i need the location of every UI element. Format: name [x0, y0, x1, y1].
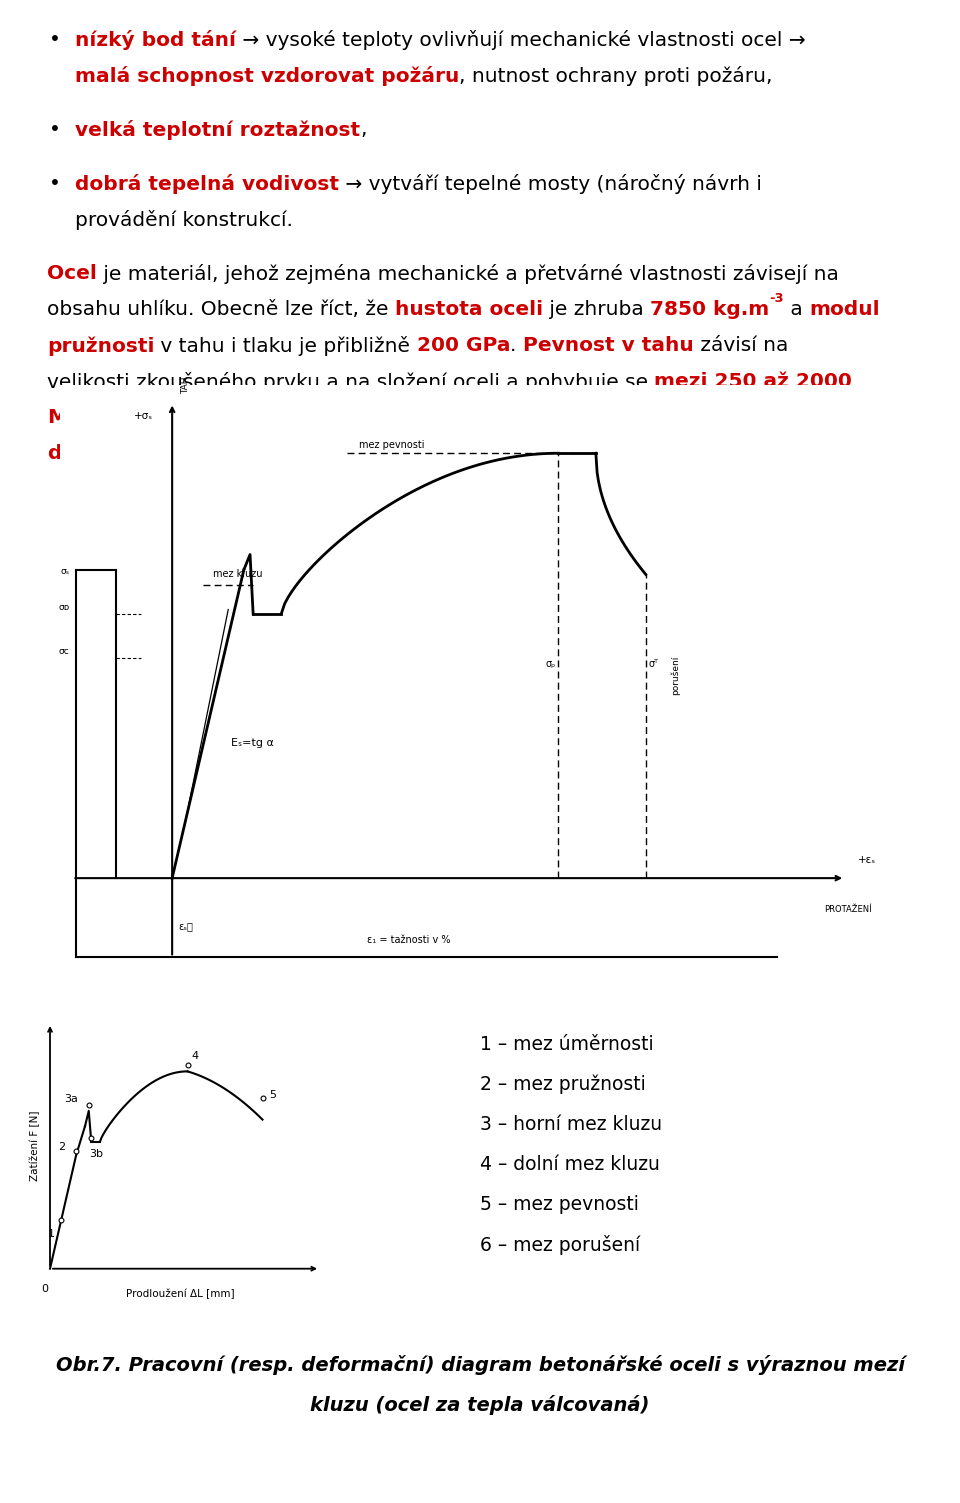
Text: 7850 kg.m: 7850 kg.m	[650, 301, 769, 319]
Text: .: .	[511, 337, 523, 355]
Text: ε₁ = tažnosti v %: ε₁ = tažnosti v %	[367, 935, 450, 945]
Text: σₚ: σₚ	[545, 658, 555, 669]
Text: je materiál, jehož zejména mechanické a přetvárné vlastnosti závisejí na: je materiál, jehož zejména mechanické a …	[97, 265, 839, 284]
Text: •: •	[49, 30, 60, 50]
Text: σᵀ: σᵀ	[649, 658, 659, 669]
Text: provádění konstrukcí.: provádění konstrukcí.	[75, 210, 293, 230]
Text: 3a: 3a	[64, 1094, 78, 1103]
Text: 200 GPa: 200 GPa	[417, 337, 511, 355]
Text: 6 – mez porušení: 6 – mez porušení	[480, 1235, 640, 1255]
Text: •: •	[49, 174, 60, 192]
Text: v tahu i tlaku je přibližně: v tahu i tlaku je přibližně	[155, 337, 417, 356]
Text: TAH: TAH	[181, 376, 190, 394]
Text: 3b: 3b	[89, 1148, 104, 1159]
Text: 3 – horní mez kluzu: 3 – horní mez kluzu	[480, 1115, 662, 1133]
Text: velikosti zkoušeného prvku a na složení oceli a pohybuje se: velikosti zkoušeného prvku a na složení …	[47, 373, 655, 392]
Text: → vytváří tepelné mosty (náročný návrh i: → vytváří tepelné mosty (náročný návrh i	[339, 174, 762, 194]
Text: závisí na: závisí na	[694, 337, 788, 355]
Text: .: .	[95, 407, 108, 427]
Text: σᴄ: σᴄ	[59, 646, 69, 655]
Text: běžnych ocelí se pohybuje mezi: běžnych ocelí se pohybuje mezi	[194, 407, 529, 428]
Text: εₛ⯇: εₛ⯇	[179, 921, 193, 930]
Text: , nutnost ochrany proti požáru,: , nutnost ochrany proti požáru,	[460, 66, 773, 86]
Text: ocelí lze znázornit následujícími obrázky:: ocelí lze znázornit následujícími obrázk…	[155, 443, 571, 464]
Text: σᴅ: σᴅ	[59, 603, 69, 612]
Text: diagramy: diagramy	[47, 443, 155, 463]
Text: Deformační: Deformační	[658, 407, 788, 427]
Text: PROTAŽENÍ: PROTAŽENÍ	[825, 905, 872, 914]
Text: mez pevnosti: mez pevnosti	[359, 439, 424, 449]
Text: -3: -3	[769, 292, 784, 305]
Text: +σₛ: +σₛ	[134, 410, 154, 421]
Text: mez kluzu: mez kluzu	[213, 570, 262, 580]
Text: kluzu (ocel za tepla válcovaná): kluzu (ocel za tepla válcovaná)	[310, 1395, 650, 1414]
Text: porušení: porušení	[671, 655, 680, 696]
Text: MPa: MPa	[47, 407, 95, 427]
Text: Tažnost: Tažnost	[108, 407, 194, 427]
Text: 1: 1	[48, 1228, 55, 1238]
Text: malá schopnost vzdorovat požáru: malá schopnost vzdorovat požáru	[75, 66, 460, 86]
Text: Zatížení F [N]: Zatížení F [N]	[30, 1111, 40, 1181]
Text: 5 – mez pevnosti: 5 – mez pevnosti	[480, 1195, 638, 1214]
Text: → vysoké teploty ovlivňují mechanické vlastnosti ocel →: → vysoké teploty ovlivňují mechanické vl…	[236, 30, 805, 50]
Text: Ocel: Ocel	[47, 265, 97, 283]
Text: Eₛ=tg α: Eₛ=tg α	[231, 738, 275, 748]
Text: 5: 5	[269, 1091, 276, 1100]
Text: 1 – mez úměrnosti: 1 – mez úměrnosti	[480, 1036, 654, 1054]
Text: Prodloužení ΔL [mm]: Prodloužení ΔL [mm]	[126, 1288, 234, 1299]
Text: 2 – mez pružnosti: 2 – mez pružnosti	[480, 1075, 646, 1094]
Text: 4 – dolní mez kluzu: 4 – dolní mez kluzu	[480, 1154, 660, 1174]
Text: σₛ: σₛ	[60, 567, 69, 576]
Text: hustota oceli: hustota oceli	[395, 301, 543, 319]
Text: ,: ,	[360, 120, 367, 138]
Text: velká teplotní roztažnost: velká teplotní roztažnost	[75, 120, 360, 140]
Text: Pevnost v tahu: Pevnost v tahu	[523, 337, 694, 355]
Text: nízký bod tání: nízký bod tání	[75, 30, 236, 50]
Text: mezi 250 až 2000: mezi 250 až 2000	[655, 373, 852, 391]
Text: pružnosti: pružnosti	[47, 337, 155, 356]
Text: obsahu uhlíku. Obecně lze říct, že: obsahu uhlíku. Obecně lze říct, že	[47, 301, 395, 319]
Text: modul: modul	[809, 301, 879, 319]
Text: 10 až 25%: 10 až 25%	[529, 407, 644, 427]
Text: a: a	[784, 301, 809, 319]
Text: dobrá tepelná vodivost: dobrá tepelná vodivost	[75, 174, 339, 194]
Text: je zhruba: je zhruba	[543, 301, 650, 319]
Text: 2: 2	[58, 1142, 65, 1151]
Text: •: •	[49, 120, 60, 138]
Text: Obr.7. Pracovní (resp. deformační) diagram betonářské oceli s výraznou mezí: Obr.7. Pracovní (resp. deformační) diagr…	[56, 1356, 904, 1375]
Text: .: .	[644, 407, 658, 427]
Text: +εₛ: +εₛ	[857, 855, 876, 864]
Text: 4: 4	[191, 1051, 199, 1061]
Text: 0: 0	[41, 1284, 49, 1294]
